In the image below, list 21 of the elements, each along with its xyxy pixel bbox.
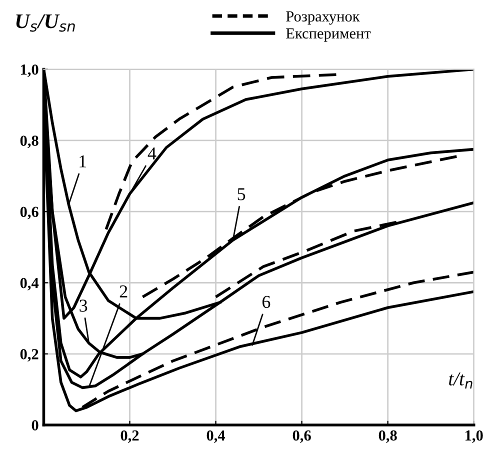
- y-tick-label: 0,6: [20, 206, 38, 220]
- y-tick-label: 0,4: [20, 278, 39, 290]
- y-axis-title: U$_{s}$/U$_{sn}$: [16, 14, 75, 32]
- y-tick-label: 1,0: [21, 64, 38, 77]
- legend-label: Розрахунок: [286, 11, 360, 25]
- annotation: 5: [238, 188, 246, 200]
- y-tick-label: 0,2: [20, 349, 38, 362]
- x-tick-label: 0,2: [120, 430, 139, 443]
- y-tick-label: 0,8: [20, 136, 38, 148]
- x-axis-title: t/t$_{n}$: [449, 372, 472, 388]
- annotation: 6: [262, 296, 270, 308]
- x-tick-label: 1,0: [466, 430, 483, 443]
- annotation: 3: [80, 300, 88, 312]
- annotation: 1: [80, 155, 86, 168]
- annotation: 2: [120, 285, 128, 298]
- x-tick-label: 0,4: [206, 430, 226, 443]
- x-tick-label: 0,8: [378, 430, 397, 443]
- annotation: 4: [148, 148, 156, 160]
- legend-label: Експеримент: [286, 28, 371, 42]
- x-tick-label: 0,6: [292, 430, 311, 443]
- y-tick-label: 0: [32, 420, 38, 430]
